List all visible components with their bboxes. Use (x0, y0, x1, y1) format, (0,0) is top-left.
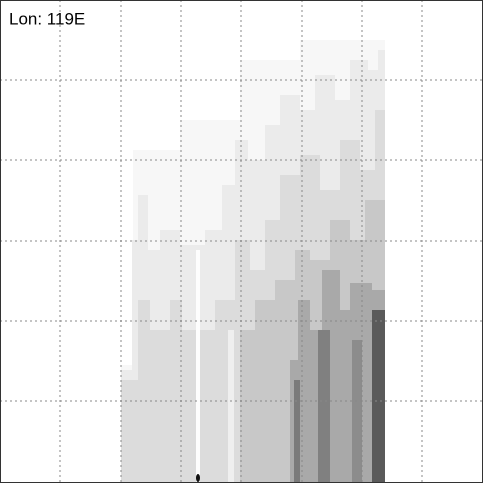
white-strip (196, 250, 200, 483)
shaded-field (121, 40, 385, 483)
shade-level-6 (352, 340, 362, 483)
shade-level-5 (290, 270, 385, 483)
shade-level-6 (294, 380, 300, 483)
shade-level-6 (318, 330, 330, 483)
shade-level-7 (372, 310, 385, 483)
panel-label: Lon: 119E (9, 9, 85, 28)
light-strip (228, 330, 234, 483)
dark-spot (196, 474, 200, 482)
